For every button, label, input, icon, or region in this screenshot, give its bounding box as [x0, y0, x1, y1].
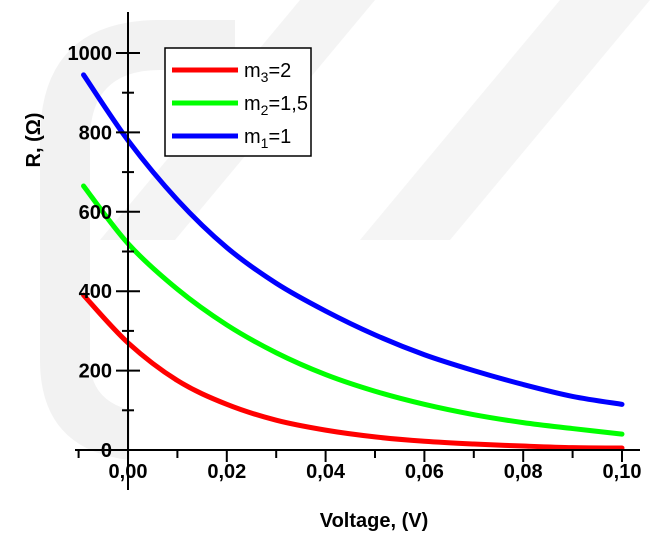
x-tick-label: 0,06	[405, 461, 444, 483]
x-tick-label: 0,02	[207, 461, 246, 483]
y-tick-label: 200	[79, 361, 112, 383]
x-tick-label: 0,10	[603, 461, 642, 483]
y-axis-title: R, (Ω)	[23, 113, 45, 168]
y-tick-label: 0	[101, 440, 112, 462]
legend-label-2: m2=1,5	[244, 93, 308, 118]
legend-label-3: m1=1	[244, 126, 291, 151]
y-tick-label: 1000	[68, 43, 113, 65]
x-tick-label: 0,00	[109, 461, 148, 483]
y-axis-ticks: 0 200 400 600 800 1000	[68, 43, 140, 462]
series-line-1	[81, 292, 625, 451]
y-tick-label: 600	[79, 202, 112, 224]
y-tick-label: 800	[79, 122, 112, 144]
legend-label-1: m3=2	[244, 60, 291, 85]
x-tick-label: 0,04	[306, 461, 346, 483]
plot-lines	[81, 72, 625, 451]
x-tick-label: 0,08	[504, 461, 543, 483]
x-axis-title: Voltage, (V)	[320, 510, 429, 532]
x-axis-ticks: 0,00 0,02 0,04 0,06 0,08 0,10	[77, 450, 642, 483]
series-line-3	[81, 72, 625, 407]
y-tick-label: 400	[79, 281, 112, 303]
legend: m3=2 m2=1,5 m1=1	[164, 47, 312, 157]
series-line-2	[81, 183, 625, 437]
